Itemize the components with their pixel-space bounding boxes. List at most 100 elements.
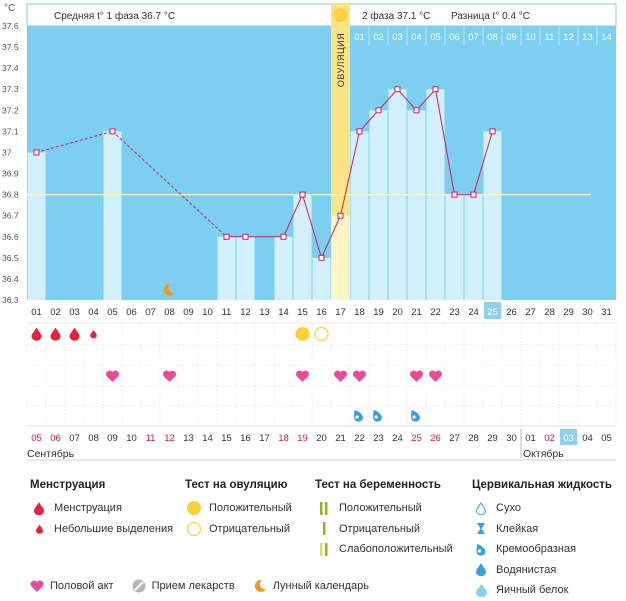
menstruation-drop-icon <box>31 327 42 341</box>
top-day-label: 06 <box>449 32 460 43</box>
cycle-day-label: 18 <box>354 307 365 318</box>
intercourse-heart-icon <box>429 370 442 382</box>
legend-item-moon: Лунный календарь <box>253 579 369 593</box>
blood-drop-icon <box>30 501 48 515</box>
legend-menstruation: Менструация Менструация Небольшие выделе… <box>30 479 173 539</box>
intercourse-heart-icon <box>334 370 347 382</box>
calendar-day-label: 20 <box>316 433 327 444</box>
calendar-day-label: 05 <box>601 433 612 444</box>
cycle-day-label: 21 <box>411 307 422 318</box>
temp-point <box>356 128 363 135</box>
legend-item-pregnancy-positive: Положительный <box>315 498 453 519</box>
top-day-label: 03 <box>392 32 403 43</box>
y-tick-label: 36.9 <box>2 169 19 179</box>
y-tick-label: 37.3 <box>2 84 19 94</box>
ovulation-label: ОВУЛЯЦИЯ <box>336 33 346 87</box>
legend-misc: Половой акт Прием лекарств Лунный календ… <box>30 579 387 593</box>
calendar-day-label: 03 <box>563 433 574 444</box>
calendar-day-label: 02 <box>544 433 555 444</box>
heart-icon <box>30 580 44 592</box>
legend-label-cervical-dry: Сухо <box>496 502 521 515</box>
temp-line-segment <box>378 88 398 111</box>
moon-icon <box>253 579 267 593</box>
top-day-label: 07 <box>468 32 479 43</box>
legend-cervical: Цервикальная жидкость Сухо Клейкая Кремо… <box>472 479 612 601</box>
legend-label-intercourse: Половой акт <box>50 580 114 592</box>
y-tick-label: 37 <box>2 147 12 157</box>
calendar-day-label: 17 <box>259 433 270 444</box>
legend-label-menstruation: Менструация <box>54 502 122 515</box>
legend-item-spotting: Небольшие выделения <box>30 519 173 540</box>
cycle-day-label: 02 <box>50 307 61 318</box>
plot-area <box>27 26 616 300</box>
cycle-day-label: 24 <box>468 307 479 318</box>
legend-label-cervical-sticky: Клейкая <box>496 522 539 535</box>
temp-bar <box>445 194 464 300</box>
temp-bar <box>350 131 369 300</box>
temp-point <box>280 233 287 240</box>
temp-bar <box>27 152 46 300</box>
calendar-day-label: 18 <box>278 433 289 444</box>
y-tick-label: 37.4 <box>2 63 19 73</box>
cycle-day-label: 15 <box>297 307 308 318</box>
temp-line-segment <box>283 194 303 237</box>
intercourse-heart-icon <box>353 370 366 382</box>
top-day-label: 09 <box>506 32 517 43</box>
cycle-day-label: 28 <box>544 307 555 318</box>
cycle-day-label: 30 <box>582 307 593 318</box>
legend-ovulation-test: Тест на овуляцию Положительный Отрицател… <box>185 479 292 539</box>
temp-line-segment <box>112 131 227 238</box>
temp-bar <box>369 110 388 300</box>
legend-item-cervical-eggwhite: Яичный белок <box>472 580 612 601</box>
temp-point <box>470 191 477 198</box>
today-calendar-highlight <box>560 429 577 445</box>
y-tick-label: 36.5 <box>2 253 19 263</box>
calendar-day-label: 19 <box>297 433 308 444</box>
dry-drop-icon <box>472 501 490 515</box>
legend-item-cervical-sticky: Клейкая <box>472 519 612 540</box>
menstruation-drop-icon <box>50 327 61 341</box>
calendar-day-label: 05 <box>31 433 42 444</box>
legend-item-cervical-creamy: Кремообразная <box>472 539 612 560</box>
calendar-day-label: 01 <box>525 433 536 444</box>
top-day-label: 02 <box>373 32 384 43</box>
temp-point <box>33 149 40 156</box>
intercourse-heart-icon <box>106 370 119 382</box>
calendar-day-label: 15 <box>221 433 232 444</box>
top-day-label: 14 <box>601 32 612 43</box>
calendar-day-label: 12 <box>164 433 175 444</box>
legend-label-cervical-watery: Водянистая <box>496 563 557 576</box>
calendar-day-label: 30 <box>506 433 517 444</box>
legend-item-pregnancy-weak: Слабоположительный <box>315 539 453 560</box>
cycle-day-label: 31 <box>601 307 612 318</box>
temp-point <box>223 233 230 240</box>
today-cycle-highlight <box>484 302 501 319</box>
top-day-label: 11 <box>545 32 555 43</box>
menstruation-drop-icon <box>69 327 80 341</box>
cycle-day-label: 19 <box>373 307 384 318</box>
legend-label-pregnancy-negative: Отрицательный <box>339 522 420 535</box>
cycle-day-label: 27 <box>525 307 536 318</box>
test-strip-weak-icon <box>315 542 333 556</box>
cervical-creamy-highlight <box>355 415 359 419</box>
creamy-drop-icon <box>472 543 490 556</box>
y-axis-unit: °C <box>4 3 15 14</box>
calendar-day-label: 08 <box>88 433 99 444</box>
calendar-day-label: 24 <box>392 433 403 444</box>
temp-point <box>375 107 382 114</box>
cervical-creamy-highlight <box>374 415 378 419</box>
legend-item-cervical-dry: Сухо <box>472 498 612 519</box>
cycle-day-label: 08 <box>164 307 175 318</box>
legend-label-spotting: Небольшие выделения <box>54 522 174 535</box>
top-day-label: 08 <box>487 32 498 43</box>
temp-bar <box>274 236 293 300</box>
cycle-day-label: 23 <box>449 307 460 318</box>
top-day-label: 10 <box>525 32 536 43</box>
temp-bar <box>464 194 483 300</box>
temp-point <box>337 212 344 219</box>
temp-bar <box>312 257 331 300</box>
small-drop-icon <box>30 524 48 534</box>
legend-item-ovulation-positive: Положительный <box>185 498 292 519</box>
temp-point <box>432 86 439 93</box>
legend-item-medication: Прием лекарств <box>132 579 235 593</box>
